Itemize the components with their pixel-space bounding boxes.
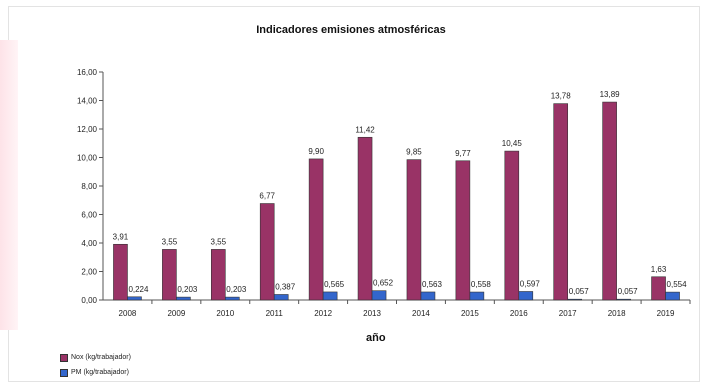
bar-nox [602,101,617,301]
data-label-nox: 3,55 [211,237,227,246]
x-tick-label: 2014 [412,309,430,318]
x-tick-label: 2015 [461,309,479,318]
data-label-pm: 0,224 [128,285,149,294]
x-tick-label: 2011 [266,309,284,318]
data-label-pm: 0,558 [471,280,492,289]
bar-nox [259,203,275,301]
data-label-nox: 9,85 [406,148,422,157]
x-tick-label: 2012 [314,309,332,318]
data-label-pm: 0,565 [324,280,345,289]
x-tick-label: 2016 [510,309,528,318]
legend-item-pm: PM (kg/trabajador) [60,365,131,380]
bar-pm [127,296,142,301]
data-label-pm: 0,203 [226,285,247,294]
x-tick-label: 2019 [657,309,675,318]
legend-swatch-pm [60,368,68,377]
y-tick-label: 0,00 [81,296,97,305]
legend-label-pm: PM (kg/trabajador) [71,369,129,376]
data-label-nox: 10,45 [502,139,523,148]
bar-nox [308,158,324,301]
bar-pm [420,291,436,301]
y-tick-label: 14,00 [77,97,98,106]
y-tick-label: 2,00 [81,268,97,277]
data-label-nox: 1,63 [651,265,667,274]
data-label-pm: 0,554 [667,280,688,289]
bar-pm [176,296,191,301]
bar-nox [406,159,422,301]
bar-nox [455,160,471,301]
bar-pm [616,298,631,301]
data-label-pm: 0,597 [520,279,541,288]
bar-pm [518,291,534,301]
x-tick-label: 2018 [608,309,626,318]
bar-pm [322,291,338,301]
data-label-nox: 13,78 [551,92,572,101]
x-tick-label: 2008 [119,309,137,318]
data-label-pm: 0,652 [373,279,394,288]
data-label-pm: 0,203 [177,285,198,294]
y-tick-label: 12,00 [77,125,98,134]
bar-pm [665,291,680,301]
data-label-nox: 9,77 [455,149,471,158]
y-tick-label: 16,00 [77,68,98,77]
chart-frame [8,6,700,382]
data-label-nox: 9,90 [308,147,324,156]
legend: Nox (kg/trabajador) PM (kg/trabajador) [60,350,131,380]
bar-nox [504,150,520,301]
data-label-nox: 3,55 [162,237,178,246]
bar-nox [113,243,128,301]
chart-title: Indicadores emisiones atmosféricas [256,24,446,36]
bar-nox [357,136,373,301]
bar-pm [273,294,289,301]
y-tick-label: 8,00 [81,182,97,191]
data-label-nox: 6,77 [259,192,275,201]
y-tick-label: 4,00 [81,239,97,248]
bar-nox [553,103,569,301]
bar-pm [224,296,240,301]
bar-pm [469,291,485,301]
legend-label-nox: Nox (kg/trabajador) [71,354,131,361]
y-tick-label: 10,00 [77,154,98,163]
data-label-nox: 11,42 [355,125,375,134]
x-tick-label: 2010 [216,309,234,318]
x-tick-label: 2017 [559,309,577,318]
bar-pm [567,298,583,301]
data-label-pm: 0,057 [569,287,590,296]
legend-item-nox: Nox (kg/trabajador) [60,350,131,365]
y-tick-label: 6,00 [81,211,97,220]
x-axis-label: año [366,332,386,344]
bar-nox [210,249,226,301]
data-label-pm: 0,563 [422,280,443,289]
x-tick-label: 2009 [167,309,185,318]
data-label-pm: 0,387 [275,282,296,291]
legend-swatch-nox [60,353,68,362]
data-label-nox: 13,89 [600,90,621,99]
data-label-nox: 3,91 [113,232,129,241]
bar-pm [371,290,387,301]
data-label-pm: 0,057 [618,287,639,296]
bar-nox [651,276,666,301]
left-decoration [0,40,18,330]
bar-nox [162,249,177,301]
x-tick-label: 2013 [363,309,381,318]
